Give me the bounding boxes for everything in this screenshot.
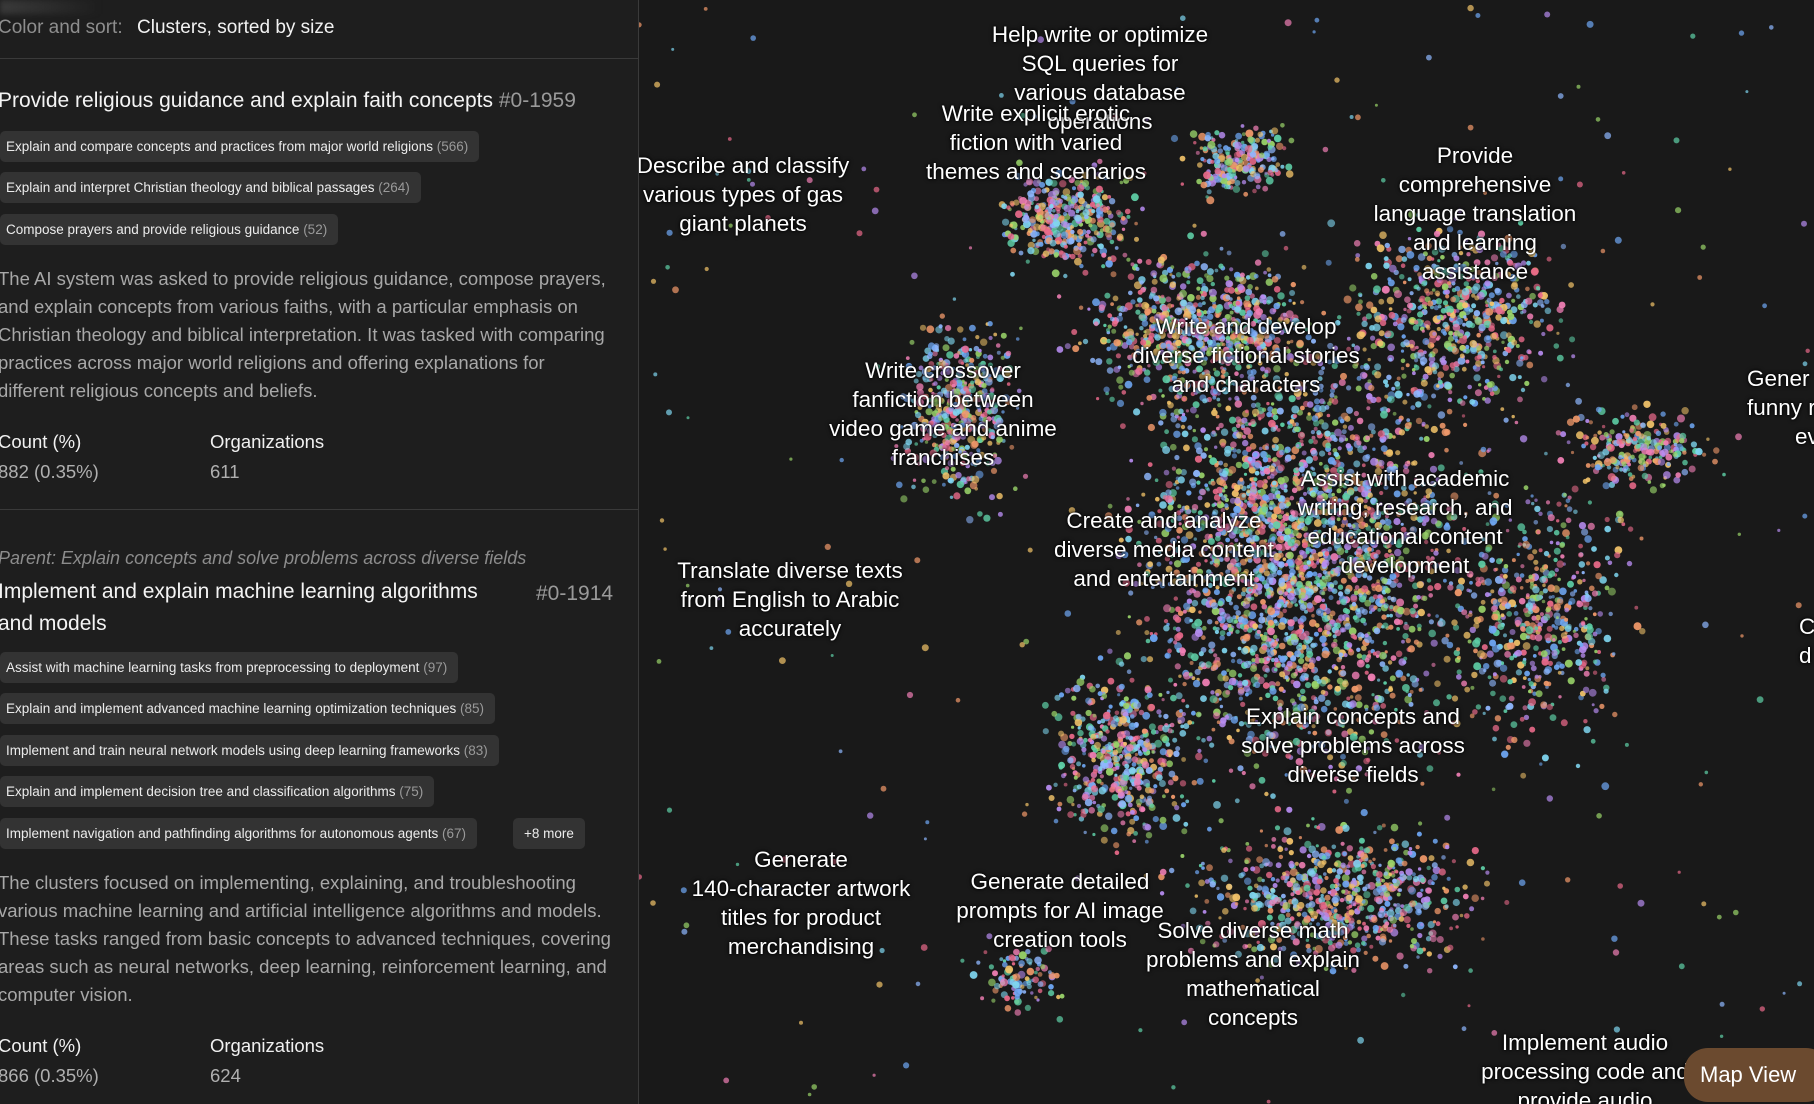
count-header: Count (%)	[0, 1035, 82, 1056]
cluster-id: #0-1914	[536, 582, 614, 605]
more-subclusters-button[interactable]: +8 more	[513, 818, 585, 849]
top-fade	[0, 0, 100, 14]
subcluster-chip[interactable]: Explain and implement advanced machine l…	[0, 693, 496, 724]
subcluster-chip[interactable]: Implement and train neural network model…	[0, 735, 499, 766]
cluster-description: The clusters focused on implementing, ex…	[0, 872, 611, 1005]
parent-cluster-link[interactable]: Parent: Explain concepts and solve probl…	[0, 548, 527, 568]
map-label-artwork-titles[interactable]: Generate 140-character artwork titles for …	[691, 847, 911, 959]
subcluster-chip[interactable]: Explain and interpret Christian theology…	[0, 172, 421, 203]
organizations-header: Organizations	[210, 1035, 325, 1056]
count-value: 882 (0.35%)	[0, 461, 99, 482]
subcluster-chip[interactable]: Explain and compare concepts and practic…	[0, 131, 480, 162]
count-value: 866 (0.35%)	[0, 1065, 99, 1086]
map-label-math-problems[interactable]: Solve diverse math problems and explain ma…	[1146, 918, 1360, 1030]
map-label-language-translation[interactable]: Provide comprehensive language translation…	[1373, 143, 1577, 284]
subcluster-chip[interactable]: Implement navigation and pathfinding alg…	[0, 818, 478, 849]
subcluster-chip[interactable]: Explain and implement decision tree and …	[0, 776, 435, 807]
count-header: Count (%)	[0, 431, 82, 452]
organizations-header: Organizations	[210, 431, 325, 452]
cluster-card[interactable]: Parent: Explain concepts and solve probl…	[0, 510, 638, 1104]
cluster-title: Provide religious guidance and explain f…	[0, 89, 576, 112]
organizations-value: 611	[210, 461, 240, 482]
sort-label: Color and sort:	[0, 17, 123, 38]
sort-dropdown[interactable]: Clusters, sorted by size	[137, 17, 335, 38]
map-label-erotic-fiction[interactable]: Write explicit erotic fiction with varied…	[925, 101, 1147, 184]
map-scatter-points[interactable]	[639, 0, 1814, 1104]
cluster-description: The AI system was asked to provide relig…	[0, 268, 606, 401]
map-label-media-content[interactable]: Create and analyze diverse media content a…	[1053, 508, 1275, 591]
cluster-title: Implement and explain machine learning a…	[0, 580, 478, 635]
map-label-fictional-stories[interactable]: Write and develop diverse fictional stori…	[1132, 314, 1360, 397]
map-label-gas-giants[interactable]: Describe and classify various types of ga…	[639, 153, 850, 236]
map-label-ai-image-prompts[interactable]: Generate detailed prompts for AI image cre…	[956, 869, 1164, 952]
cluster-id: #0-1959	[498, 89, 576, 112]
cluster-card[interactable]: Provide religious guidance and explain f…	[0, 59, 638, 510]
map-view-button[interactable]: Map View	[1684, 1048, 1814, 1102]
map-label-arabic-translation[interactable]: Translate diverse texts from English to A…	[677, 558, 903, 641]
subcluster-chip[interactable]: Assist with machine learning tasks from …	[0, 652, 459, 683]
organizations-value: 624	[210, 1065, 241, 1086]
sort-bar: Color and sort: Clusters, sorted by size	[0, 0, 638, 59]
map-label-academic-writing[interactable]: Assist with academic writing, research, a…	[1297, 466, 1513, 578]
map-label-crossover-fanfiction[interactable]: Write crossover fanfiction between video g…	[829, 358, 1057, 470]
cluster-sidebar[interactable]: Color and sort: Clusters, sorted by size…	[0, 0, 639, 1104]
subcluster-chip[interactable]: Compose prayers and provide religious gu…	[0, 214, 339, 245]
map-label-sql-queries[interactable]: Help write or optimize SQL queries for var…	[991, 22, 1209, 134]
map-label-explain-concepts[interactable]: Explain concepts and solve problems acros…	[1241, 704, 1465, 787]
map-label-audio-processing[interactable]: Implement audio processing code and provid…	[1481, 1030, 1689, 1104]
cluster-map[interactable]: Help write or optimize SQL queries for var…	[639, 0, 1814, 1104]
